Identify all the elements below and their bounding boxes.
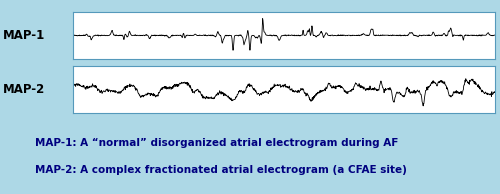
Text: MAP-1: MAP-1 — [2, 29, 45, 42]
Text: MAP-2: A complex fractionated atrial electrogram (a CFAE site): MAP-2: A complex fractionated atrial ele… — [35, 165, 407, 175]
Text: MAP-1: A “normal” disorganized atrial electrogram during AF: MAP-1: A “normal” disorganized atrial el… — [35, 138, 399, 148]
Text: MAP-2: MAP-2 — [2, 83, 45, 96]
